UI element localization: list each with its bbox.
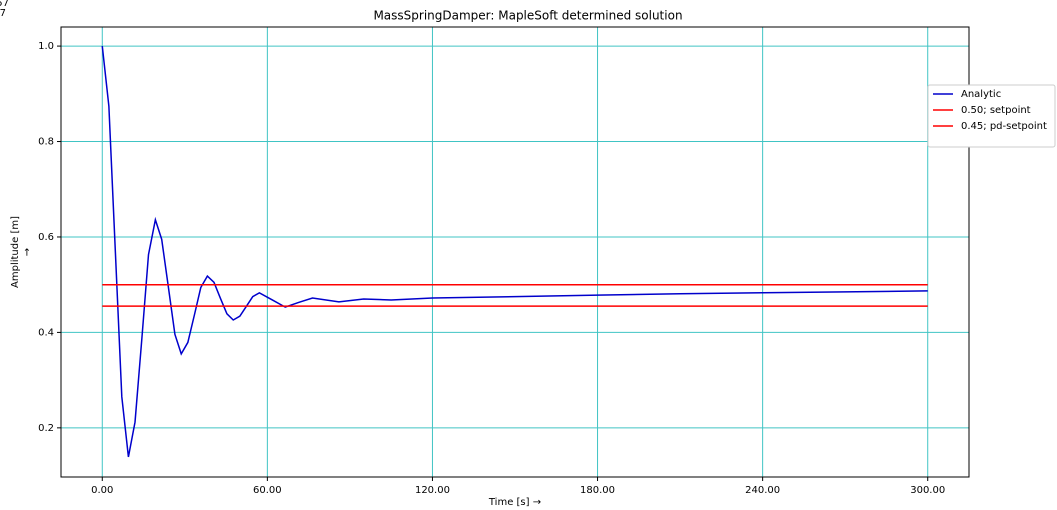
- legend-label: 0.50; setpoint: [961, 105, 1031, 116]
- x-tick-label: 60.00: [253, 485, 282, 496]
- x-tick-label: 240.00: [745, 485, 780, 496]
- legend-label: Analytic: [961, 89, 1001, 100]
- y-tick-label: 1.0: [38, 41, 54, 52]
- plot-frame: [60, 26, 970, 478]
- legend-box: [927, 84, 1056, 148]
- x-tick-label: 0.00: [91, 485, 113, 496]
- y-axis-label: Amplitude [m]: [10, 216, 21, 288]
- y-tick-label: 0.8: [38, 137, 54, 148]
- x-tick-label: 300.00: [910, 485, 945, 496]
- x-tick-label: 180.00: [580, 485, 615, 496]
- annotation: 7: [0, 8, 6, 19]
- y-axis-arrow: →: [22, 248, 33, 256]
- x-tick-label: 120.00: [415, 485, 450, 496]
- y-tick-label: 0.6: [38, 232, 54, 243]
- annotation: 57: [0, 0, 9, 9]
- chart-title: MassSpringDamper: MapleSoft determined s…: [373, 9, 682, 23]
- x-axis-label: Time [s] →: [488, 497, 541, 508]
- legend-label: 0.45; pd-setpoint: [961, 121, 1047, 132]
- series-line: [101, 46, 928, 458]
- y-tick-label: 0.4: [38, 327, 54, 338]
- y-tick-label: 0.2: [38, 423, 54, 434]
